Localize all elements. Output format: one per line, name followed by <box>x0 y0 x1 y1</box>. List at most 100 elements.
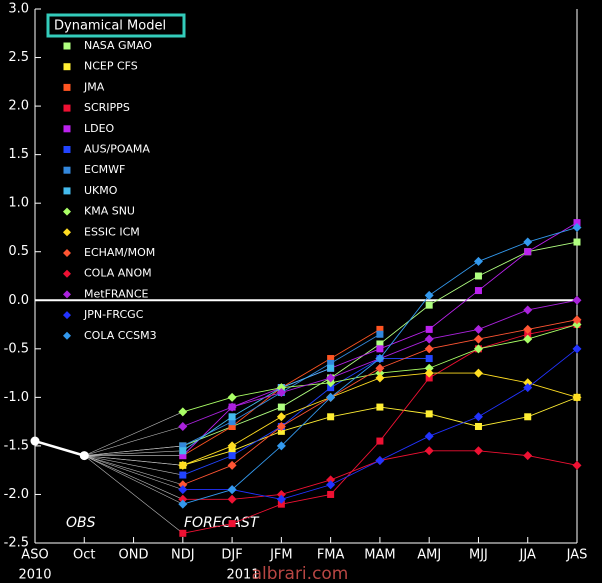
legend-label: NCEP CFS <box>84 60 138 73</box>
data-point <box>524 413 532 421</box>
data-point <box>228 452 236 460</box>
legend-marker <box>63 290 71 299</box>
legend-label: ECMWF <box>84 163 125 176</box>
data-point <box>376 340 384 348</box>
data-point <box>228 520 236 528</box>
data-point <box>178 480 188 490</box>
y-tick-label: -1.5 <box>4 438 29 453</box>
data-point <box>474 422 482 430</box>
data-point <box>572 315 582 325</box>
data-point <box>178 407 188 417</box>
data-point <box>425 410 433 418</box>
data-point <box>327 364 335 372</box>
data-point <box>572 222 582 232</box>
data-point <box>573 238 581 246</box>
data-point <box>572 320 582 330</box>
forecast-start-link <box>84 455 184 534</box>
data-point <box>424 344 434 354</box>
legend-label: AUS/POAMA <box>84 143 150 156</box>
data-point <box>228 422 236 430</box>
data-point <box>326 475 336 485</box>
data-point <box>228 418 236 426</box>
data-point <box>376 330 384 338</box>
legend-marker <box>63 63 71 71</box>
data-point <box>327 359 335 367</box>
data-point <box>473 334 483 344</box>
data-point <box>523 451 533 461</box>
data-point <box>572 295 582 305</box>
data-point <box>572 392 582 402</box>
data-point <box>573 219 581 227</box>
data-point <box>276 388 286 398</box>
x-tick-label: JFM <box>269 548 293 563</box>
data-point <box>375 455 385 465</box>
legend-marker <box>63 311 71 320</box>
legend-label: UKMO <box>84 184 118 197</box>
legend-label: COLA ANOM <box>84 267 152 280</box>
legend-marker <box>63 187 71 195</box>
data-point <box>227 494 237 504</box>
data-point <box>473 412 483 422</box>
data-point <box>228 413 236 421</box>
data-point <box>277 403 285 411</box>
x-tick-label: NDJ <box>171 548 195 563</box>
data-point <box>473 324 483 334</box>
data-point <box>375 363 385 373</box>
data-point <box>424 446 434 456</box>
legend-marker <box>63 83 71 91</box>
data-point <box>227 441 237 451</box>
data-point <box>178 494 188 504</box>
forecast-label: FORECAST <box>184 515 260 531</box>
legend-marker <box>63 249 71 257</box>
legend-title: Dynamical Model <box>54 19 166 34</box>
data-point <box>327 384 335 392</box>
forecast-start-link <box>84 450 183 456</box>
y-tick-label: -0.5 <box>4 341 29 356</box>
data-point <box>425 301 433 309</box>
forecast-start-link <box>84 455 183 466</box>
data-point <box>179 529 187 537</box>
data-point <box>277 500 285 508</box>
data-point <box>572 344 582 354</box>
forecast-start-link <box>84 455 183 505</box>
data-point <box>474 272 482 280</box>
y-tick-label: 3.0 <box>8 2 29 17</box>
data-point <box>227 392 237 402</box>
data-point <box>276 489 286 499</box>
forecast-start-link <box>84 455 183 500</box>
data-point <box>524 248 532 256</box>
y-tick-label: 0.0 <box>8 293 29 308</box>
x-tick-label: DJF <box>221 548 242 563</box>
data-point <box>473 256 483 266</box>
data-point <box>326 392 336 402</box>
x-tick-label: JAS <box>566 548 588 563</box>
forecast-start-link <box>84 411 183 456</box>
data-point <box>524 330 532 338</box>
obs-point <box>79 451 89 461</box>
x-tick-label: OND <box>119 548 149 563</box>
legend-marker <box>63 104 71 112</box>
legend-label: ECHAM/MOM <box>84 246 155 259</box>
legend-marker <box>63 146 71 153</box>
x-tick-label: MAM <box>364 548 395 563</box>
data-point <box>424 290 434 300</box>
data-point <box>473 446 483 456</box>
data-point <box>375 368 385 378</box>
data-point <box>425 355 433 363</box>
data-point <box>425 374 433 382</box>
y-tick-label: 2.0 <box>8 99 29 114</box>
data-point <box>327 490 335 498</box>
obs-label: OBS <box>66 515 96 531</box>
legend-label: NASA GMAO <box>84 39 152 52</box>
x-tick-label: MJJ <box>469 548 488 563</box>
x-tick-label: JJA <box>519 548 536 563</box>
data-point <box>376 437 384 445</box>
legend-label: SCRIPPS <box>84 101 130 114</box>
data-point <box>326 373 336 383</box>
year-label: 2010 <box>18 568 51 583</box>
data-point <box>276 441 286 451</box>
data-point <box>178 460 188 470</box>
data-point <box>523 305 533 315</box>
series-line <box>182 367 331 452</box>
